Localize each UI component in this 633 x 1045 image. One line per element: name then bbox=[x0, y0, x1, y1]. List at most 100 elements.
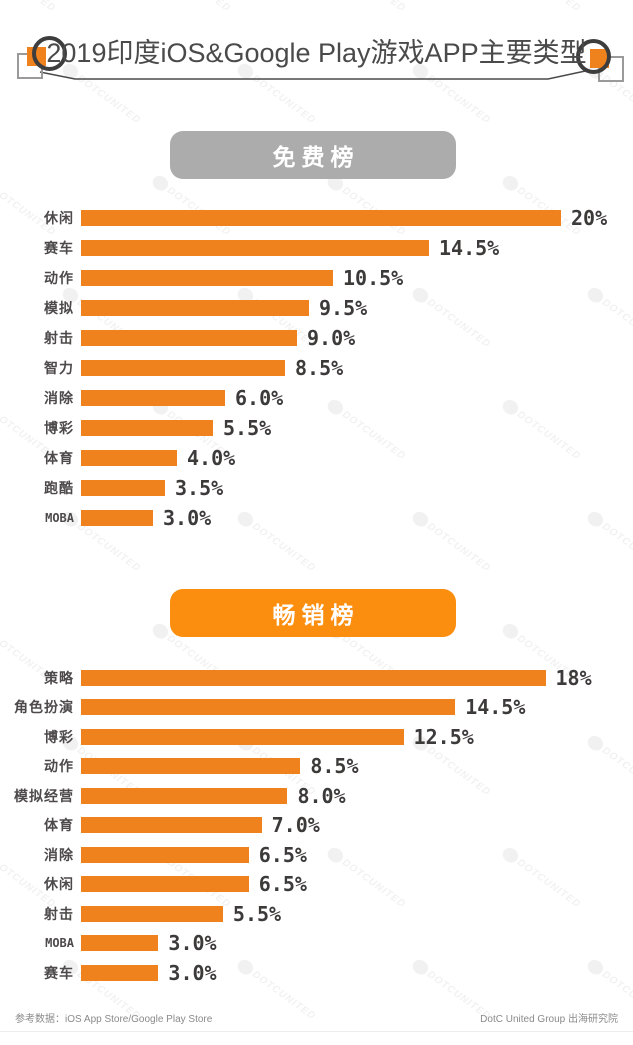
category-label: 消除 bbox=[44, 390, 74, 406]
bar-row: 体育 7.0% bbox=[0, 811, 633, 841]
bar-row: 射击 5.5% bbox=[0, 899, 633, 929]
title-underline bbox=[39, 69, 591, 80]
bar-row: 角色扮演 14.5% bbox=[0, 693, 633, 723]
bar bbox=[81, 817, 262, 834]
category-label: 模拟经营 bbox=[14, 787, 74, 804]
bar-row: 动作 10.5% bbox=[0, 263, 633, 293]
category-label: 射击 bbox=[44, 905, 74, 922]
bar bbox=[81, 270, 333, 286]
footer-source-note: 参考数据：iOS App Store/Google Play Store bbox=[15, 1014, 213, 1025]
watermark-dot-icon bbox=[499, 172, 521, 194]
value-label: 4.0% bbox=[187, 446, 236, 470]
bar bbox=[81, 240, 429, 256]
bar-row: 消除 6.5% bbox=[0, 840, 633, 870]
category-label: 体育 bbox=[44, 450, 74, 466]
watermark-dot-icon bbox=[499, 620, 521, 642]
category-label: 动作 bbox=[44, 270, 74, 286]
top-grossing-chart-rows: 策略 18% 角色扮演 14.5% 博彩 12.5% 动作 8.5% 模拟经营 8.0% 体育 7.0… bbox=[0, 663, 633, 988]
bar bbox=[81, 510, 153, 526]
bar bbox=[81, 935, 159, 952]
free-chart-rows: 休闲 20% 赛车 14.5% 动作 10.5% 模拟 9.5% 射击 9.0% 智力 8.5% 消除 6… bbox=[0, 203, 633, 533]
bar bbox=[81, 699, 456, 716]
value-label: 20% bbox=[571, 206, 608, 230]
value-label: 3.5% bbox=[175, 476, 224, 500]
category-label: 休闲 bbox=[44, 210, 74, 226]
bar bbox=[81, 390, 225, 406]
value-label: 7.0% bbox=[271, 813, 320, 838]
watermark-dot-icon bbox=[149, 172, 171, 194]
category-label: 博彩 bbox=[44, 420, 74, 436]
bar bbox=[81, 480, 165, 496]
value-label: 6.5% bbox=[258, 842, 307, 867]
bar-row: MOBA 3.0% bbox=[0, 929, 633, 959]
bar bbox=[81, 876, 249, 893]
value-label: 9.5% bbox=[319, 296, 368, 320]
value-label: 3.0% bbox=[163, 506, 212, 530]
bar-row: 智力 8.5% bbox=[0, 353, 633, 383]
bar-row: 赛车 14.5% bbox=[0, 233, 633, 263]
bar-row: 体育 4.0% bbox=[0, 443, 633, 473]
value-label: 8.0% bbox=[297, 783, 346, 808]
bar-row: 博彩 12.5% bbox=[0, 722, 633, 752]
bar-row: 模拟 9.5% bbox=[0, 293, 633, 323]
free-chart-header: 免费榜 bbox=[170, 131, 456, 179]
value-label: 12.5% bbox=[413, 724, 474, 749]
bar-row: 休闲 6.5% bbox=[0, 870, 633, 900]
category-label: 消除 bbox=[44, 846, 74, 863]
footer-divider bbox=[0, 1031, 633, 1032]
bar bbox=[81, 669, 546, 686]
value-label: 5.5% bbox=[232, 901, 282, 926]
bar-row: MOBA 3.0% bbox=[0, 503, 633, 533]
category-label: 射击 bbox=[44, 330, 74, 346]
bar-row: 射击 9.0% bbox=[0, 323, 633, 353]
header: 2019印度iOS&Google Play游戏APP主要类型 bbox=[0, 0, 633, 100]
category-label: 跑酷 bbox=[44, 480, 74, 496]
value-label: 9.0% bbox=[307, 326, 356, 350]
bar bbox=[81, 450, 177, 466]
value-label: 3.0% bbox=[168, 960, 217, 985]
category-label: 智力 bbox=[44, 360, 74, 376]
category-label: 策略 bbox=[44, 669, 74, 686]
bar-row: 模拟经营 8.0% bbox=[0, 781, 633, 811]
bar-row: 赛车 3.0% bbox=[0, 958, 633, 988]
category-label: 模拟 bbox=[44, 300, 74, 316]
bar-row: 跑酷 3.5% bbox=[0, 473, 633, 503]
circle-icon bbox=[32, 36, 67, 71]
value-label: 14.5% bbox=[465, 695, 526, 720]
bar bbox=[81, 758, 301, 775]
category-label: 赛车 bbox=[44, 240, 74, 256]
value-label: 14.5% bbox=[439, 236, 500, 260]
bar bbox=[81, 330, 297, 346]
value-label: 6.0% bbox=[235, 386, 284, 410]
value-label: 6.5% bbox=[258, 872, 307, 897]
bar bbox=[81, 964, 159, 981]
bar bbox=[81, 846, 249, 863]
bar-row: 休闲 20% bbox=[0, 203, 633, 233]
bar bbox=[81, 300, 309, 316]
bar bbox=[81, 360, 285, 376]
bar-row: 策略 18% bbox=[0, 663, 633, 693]
value-label: 3.0% bbox=[168, 931, 217, 956]
bar-row: 博彩 5.5% bbox=[0, 413, 633, 443]
bar bbox=[81, 728, 404, 745]
value-label: 8.5% bbox=[310, 754, 359, 779]
bar bbox=[81, 905, 223, 922]
watermark-dot-icon bbox=[149, 620, 171, 642]
category-label: 赛车 bbox=[44, 964, 74, 981]
category-label: MOBA bbox=[45, 511, 74, 525]
top-grossing-chart-header: 畅销榜 bbox=[170, 589, 456, 637]
category-label: 休闲 bbox=[44, 876, 74, 893]
category-label: MOBA bbox=[45, 936, 74, 951]
circle-icon bbox=[576, 39, 611, 74]
value-label: 8.5% bbox=[295, 356, 344, 380]
bar-row: 消除 6.0% bbox=[0, 383, 633, 413]
page-title: 2019印度iOS&Google Play游戏APP主要类型 bbox=[46, 38, 587, 68]
bar-row: 动作 8.5% bbox=[0, 752, 633, 782]
footer-credit: DotC United Group 出海研究院 bbox=[480, 1014, 618, 1025]
bar bbox=[81, 420, 213, 436]
value-label: 18% bbox=[555, 665, 592, 690]
category-label: 博彩 bbox=[44, 728, 74, 745]
value-label: 5.5% bbox=[223, 416, 272, 440]
category-label: 体育 bbox=[44, 817, 74, 834]
